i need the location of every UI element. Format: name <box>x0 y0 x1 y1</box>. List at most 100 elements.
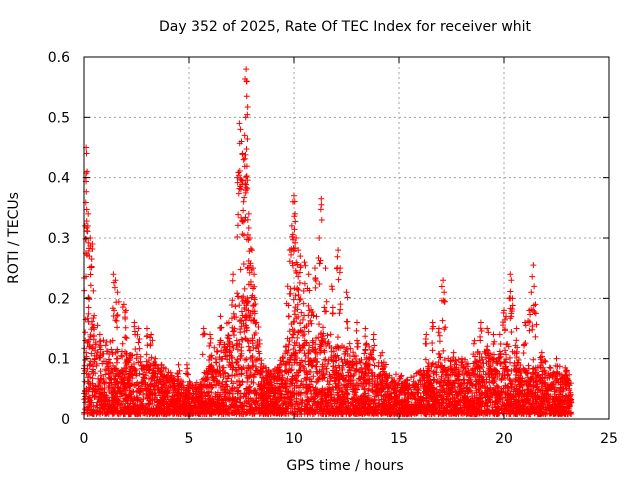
data-point <box>211 344 218 351</box>
chart-title: Day 352 of 2025, Rate Of TEC Index for r… <box>159 19 532 35</box>
data-point <box>192 381 199 388</box>
data-point <box>313 313 320 320</box>
data-point <box>298 309 305 316</box>
data-point <box>255 324 262 331</box>
data-point <box>502 347 509 354</box>
data-point <box>237 326 244 333</box>
data-point <box>110 362 117 369</box>
data-point <box>371 362 378 369</box>
data-point <box>245 343 252 350</box>
data-point <box>317 331 324 338</box>
data-point <box>237 266 244 273</box>
data-point <box>351 371 358 378</box>
data-point <box>238 344 245 351</box>
data-point <box>128 363 135 370</box>
data-point <box>93 362 100 369</box>
data-point <box>110 386 117 393</box>
data-point <box>309 384 316 391</box>
data-point <box>482 400 489 407</box>
data-point <box>119 340 126 347</box>
data-point <box>393 371 400 378</box>
data-point <box>243 356 250 363</box>
data-point <box>230 344 237 351</box>
data-point <box>292 292 299 299</box>
grid-layer <box>84 57 609 419</box>
data-point <box>208 371 215 378</box>
data-point <box>253 357 260 364</box>
data-point <box>148 376 155 383</box>
data-point <box>327 377 334 384</box>
data-point <box>242 410 249 417</box>
data-point <box>220 374 227 381</box>
data-points <box>81 66 575 418</box>
data-point <box>511 381 518 388</box>
data-point <box>296 390 303 397</box>
data-point <box>350 349 357 356</box>
data-point <box>547 365 554 372</box>
data-point <box>296 347 303 354</box>
data-point <box>118 352 125 359</box>
data-point <box>230 380 237 387</box>
data-point <box>229 390 236 397</box>
data-point <box>228 315 235 322</box>
data-point <box>323 365 330 372</box>
data-point <box>162 365 169 372</box>
data-point <box>339 343 346 350</box>
data-point <box>546 364 553 371</box>
data-point <box>231 332 238 339</box>
data-point <box>366 343 373 350</box>
data-point <box>292 349 299 356</box>
data-point <box>97 342 104 349</box>
data-point <box>433 364 440 371</box>
data-point <box>214 348 221 355</box>
data-point <box>150 365 157 372</box>
data-point <box>559 388 566 395</box>
data-point <box>440 347 447 354</box>
data-point <box>96 331 103 338</box>
data-point <box>114 355 121 362</box>
data-point <box>288 366 295 373</box>
data-point <box>368 351 375 358</box>
data-point <box>216 363 223 370</box>
data-point <box>120 398 127 405</box>
data-point <box>245 384 252 391</box>
data-point <box>520 349 527 356</box>
data-point <box>202 370 209 377</box>
data-point <box>307 317 314 324</box>
data-point <box>319 324 326 331</box>
data-point <box>346 340 353 347</box>
data-point <box>85 310 92 317</box>
data-point <box>294 334 301 341</box>
data-point <box>113 359 120 366</box>
data-point <box>237 381 244 388</box>
data-point <box>305 328 312 335</box>
data-point <box>247 347 254 354</box>
data-point <box>148 354 155 361</box>
data-point <box>352 368 359 375</box>
data-point <box>367 350 374 357</box>
data-point <box>325 381 332 388</box>
data-point <box>262 364 269 371</box>
data-point <box>229 341 236 348</box>
data-point <box>102 366 109 373</box>
data-point <box>96 338 103 345</box>
data-point <box>480 368 487 375</box>
data-point <box>425 401 432 408</box>
data-point <box>229 354 236 361</box>
data-point <box>542 358 549 365</box>
data-point <box>334 334 341 341</box>
data-point <box>381 391 388 398</box>
data-point <box>213 348 220 355</box>
data-point <box>296 296 303 303</box>
data-point <box>234 290 241 297</box>
data-point <box>530 356 537 363</box>
data-point <box>96 355 103 362</box>
data-point <box>81 362 88 369</box>
data-point <box>327 331 334 338</box>
data-point <box>361 350 368 357</box>
data-point <box>331 394 338 401</box>
data-point <box>101 380 108 387</box>
data-point <box>102 371 109 378</box>
data-point <box>507 359 514 366</box>
